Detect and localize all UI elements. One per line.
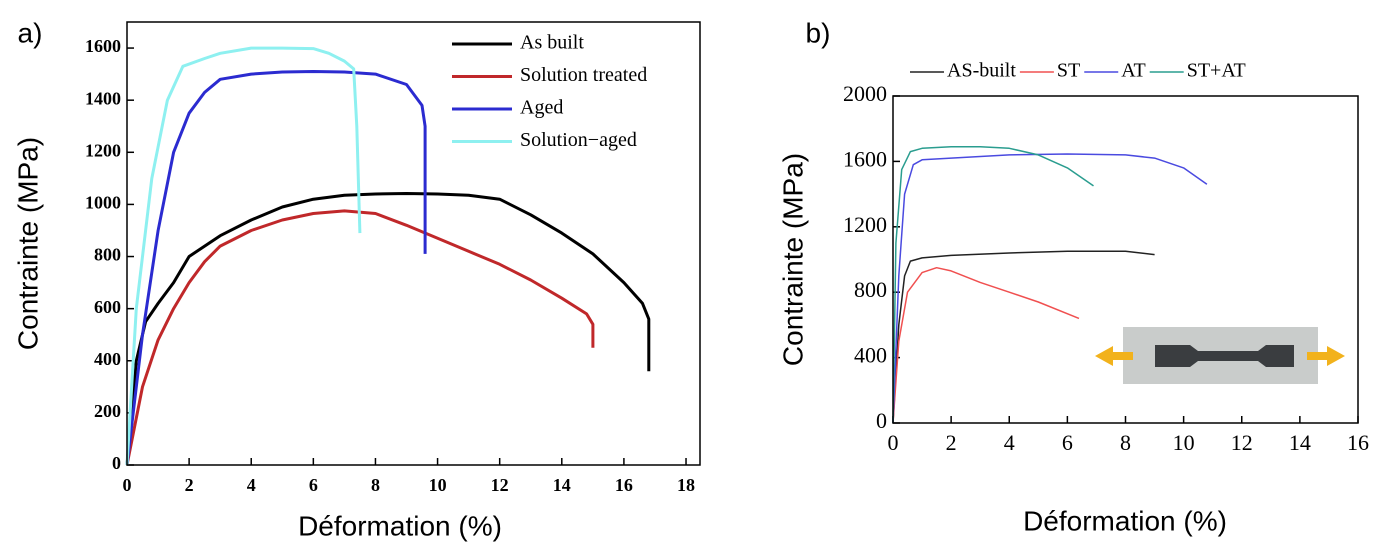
series-line [125,70,427,466]
y-tick-label: 1400 [85,88,121,108]
x-tick-label: 16 [615,475,633,495]
y-tick-label: 800 [854,277,887,302]
x-tick-label: 8 [1120,430,1131,455]
y-tick-label: 400 [94,349,121,369]
y-tick-label: 1600 [85,36,121,56]
legend-label: ST [1057,60,1080,82]
x-tick-label: 14 [553,475,571,495]
y-tick-label: 1000 [85,193,121,213]
x-axis-label: Déformation (%) [298,510,502,541]
plot-frame [126,21,701,466]
plot-frame [892,95,1359,424]
x-tick-label: 18 [677,475,695,495]
x-tick-label: 10 [1173,430,1195,455]
x-tick-label: 14 [1289,430,1311,455]
legend-label: Solution−aged [520,129,637,151]
series-line [892,266,1080,424]
chart: b) Déformation (%) Contrainte (MPa) 0 2 4 6 8 10… [777,17,1369,536]
y-tick-label: 1200 [843,212,887,237]
y-tick-label: 0 [876,408,887,433]
y-tick-label: 1600 [843,146,887,171]
series-line [125,209,595,466]
legend-label: As built [520,32,584,54]
panel-label: a) [18,17,43,48]
arrow-left [1095,346,1133,366]
y-tick-label: 200 [94,401,121,421]
arrow-right [1307,346,1345,366]
legend-label: AT [1121,60,1145,82]
x-tick-label: 6 [309,475,318,495]
series-line [892,153,1208,424]
y-tick-label: 400 [854,343,887,368]
series-line [125,46,362,466]
panel-label: b) [806,17,831,48]
x-tick-label: 2 [185,475,194,495]
x-tick-label: 4 [247,475,256,495]
x-axis-label: Déformation (%) [1023,505,1227,536]
x-tick-label: 2 [946,430,957,455]
y-tick-label: 1200 [85,140,121,160]
x-tick-label: 8 [371,475,380,495]
series-line [892,250,1155,424]
x-tick-label: 12 [1231,430,1253,455]
legend-label: Solution treated [520,64,647,86]
legend-label: AS-built [947,60,1016,82]
legend: AS-built ST AT ST+AT [910,60,1246,82]
x-tick-label: 0 [123,475,132,495]
series-line [892,145,1094,424]
y-axis-label: Contrainte (MPa) [12,137,43,350]
y-tick-label: 2000 [843,81,887,106]
x-tick-label: 6 [1062,430,1073,455]
specimen [1155,345,1294,367]
x-tick-label: 4 [1004,430,1015,455]
x-tick-label: 0 [888,430,899,455]
y-axis-label: Contrainte (MPa) [777,153,808,366]
legend-label: ST+AT [1187,60,1246,82]
chart: a) Déformation (%) Contrainte (MPa) 0 2 4 6 8 10… [12,17,701,541]
x-tick-label: 12 [491,475,509,495]
x-tick-label: 16 [1347,430,1369,455]
x-tick-label: 10 [429,475,447,495]
y-tick-label: 0 [112,453,121,473]
series-line [125,192,651,466]
specimen-inset [1095,327,1345,384]
y-tick-label: 600 [94,297,121,317]
legend: As built Solution treated Aged Solution−age… [452,32,647,151]
y-tick-label: 800 [94,245,121,265]
legend-label: Aged [520,97,563,119]
